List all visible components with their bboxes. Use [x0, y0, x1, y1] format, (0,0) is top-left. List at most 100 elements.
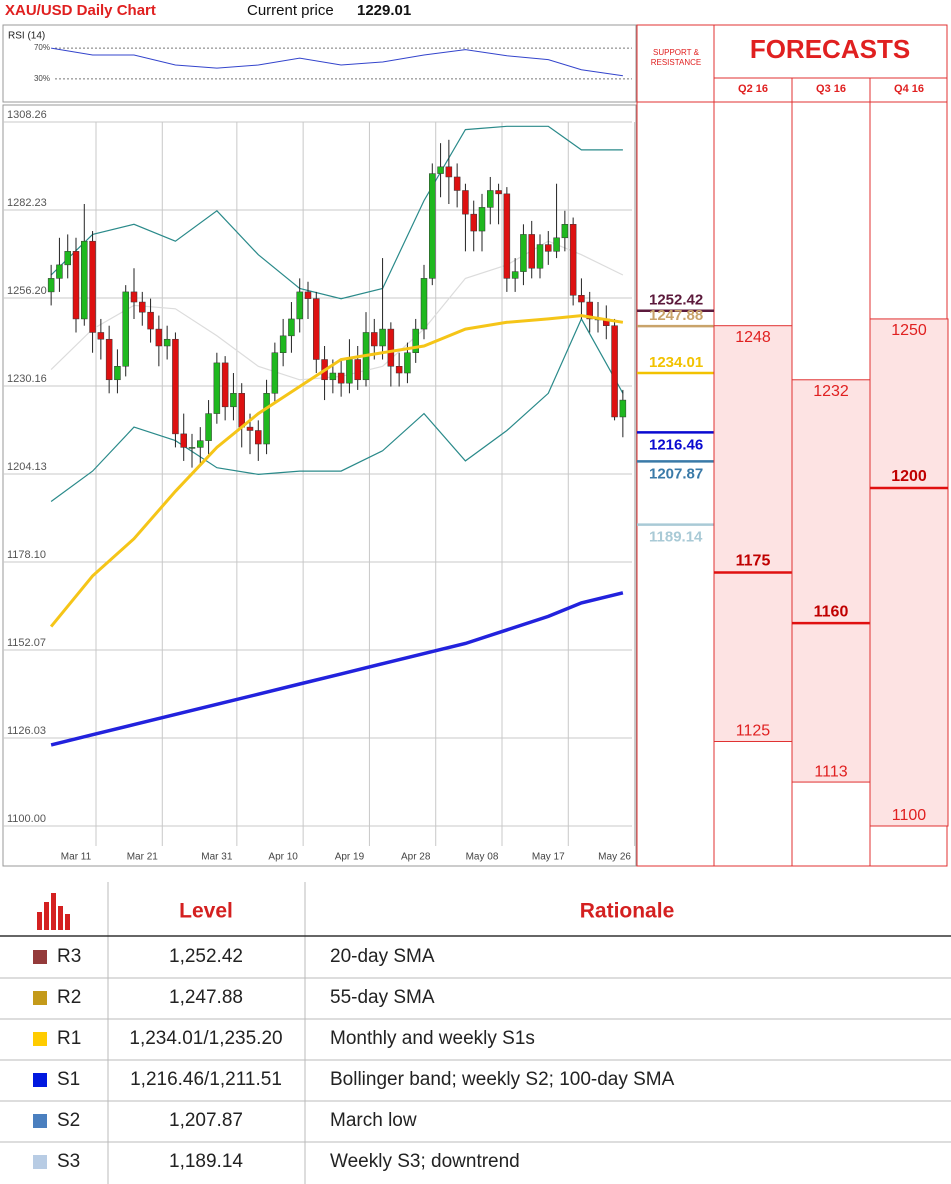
candle-body [296, 291, 303, 320]
candle-body [511, 271, 519, 279]
row-swatch [33, 950, 47, 964]
candle-body [238, 393, 245, 428]
candle-body [404, 352, 411, 374]
rsi-title: RSI (14) [8, 31, 45, 42]
sr-label: 1252.42 [649, 292, 703, 309]
y-tick-label: 1230.16 [7, 373, 47, 385]
row-swatch [33, 1032, 47, 1046]
current-price: 1229.01 [357, 2, 411, 19]
row-label: R3 [57, 946, 81, 967]
row-rationale: Bollinger band; weekly S2; 100-day SMA [330, 1069, 675, 1090]
candle-body [72, 251, 80, 320]
row-rationale: Weekly S3; downtrend [330, 1151, 520, 1172]
y-tick-label: 1282.23 [7, 197, 47, 209]
candle-body [155, 328, 163, 347]
row-level: 1,189.14 [169, 1151, 243, 1172]
candle-body [346, 359, 353, 384]
y-tick-label: 1100.00 [7, 813, 46, 825]
forecast-range [791, 379, 871, 783]
row-swatch [33, 1073, 47, 1087]
candle-body [255, 430, 262, 445]
row-swatch [33, 1155, 47, 1169]
candle-body [197, 440, 204, 448]
candle-body [528, 234, 535, 269]
candle-body [561, 224, 569, 239]
candle-body [47, 278, 55, 293]
candle-body [221, 362, 229, 408]
candle-body [271, 352, 279, 394]
quarter-label: Q4 16 [894, 83, 924, 95]
candle-body [89, 240, 96, 333]
row-swatch [33, 991, 47, 1005]
row-level: 1,207.87 [169, 1110, 243, 1131]
chart-title: XAU/USD Daily Chart [5, 2, 156, 19]
candle-body [288, 318, 295, 337]
x-tick-label: Apr 10 [268, 852, 298, 863]
candle-body [81, 240, 88, 320]
x-tick-label: Apr 19 [335, 852, 365, 863]
row-level: 1,234.01/1,235.20 [129, 1028, 282, 1049]
forecast-low: 1100 [892, 807, 927, 824]
row-level: 1,252.42 [169, 946, 243, 967]
candle-body [371, 332, 378, 347]
candle-body [619, 399, 627, 418]
candle-body [230, 393, 237, 408]
y-tick-label: 1152.07 [7, 637, 46, 649]
x-tick-label: May 26 [598, 852, 631, 863]
y-tick-label: 1178.10 [7, 549, 46, 561]
x-tick-label: Mar 31 [201, 852, 233, 863]
candle-body [213, 362, 221, 414]
forecast-title: FORECASTS [750, 34, 910, 64]
candle-body [536, 244, 544, 269]
forecast-range [869, 318, 949, 827]
candle-body [105, 338, 113, 381]
y-tick-label: 1308.26 [7, 109, 47, 121]
x-tick-label: Mar 11 [61, 852, 92, 863]
table-header: Rationale [580, 900, 675, 923]
row-rationale: 55-day SMA [330, 987, 435, 1008]
indicator-line [50, 591, 624, 747]
sr-label: 1234.01 [649, 354, 703, 371]
candle-body [453, 176, 461, 191]
candle-body [379, 328, 386, 347]
row-level: 1,247.88 [169, 987, 243, 1008]
row-rationale: Monthly and weekly S1s [330, 1028, 535, 1049]
candle-body [205, 413, 212, 441]
candle-body [279, 335, 287, 353]
sr-label: 1207.87 [649, 465, 703, 482]
sr-label: SUPPORT & RESISTANCE [650, 48, 702, 67]
candle-body [495, 190, 502, 195]
candle-body [354, 359, 361, 381]
x-tick-label: Mar 21 [127, 852, 159, 863]
row-label: S1 [57, 1069, 80, 1090]
candle-body [586, 301, 593, 320]
row-label: R2 [57, 987, 81, 1008]
candle-body [487, 190, 494, 208]
rsi-panel [2, 24, 637, 103]
quarter-label: Q2 16 [738, 83, 768, 95]
y-tick-label: 1256.20 [7, 285, 47, 297]
quarter-label: Q3 16 [816, 83, 846, 95]
forecast-high: 1232 [813, 383, 849, 400]
forecast-mid-label: 1160 [814, 603, 849, 620]
candle-body [188, 447, 196, 449]
candle-body [578, 295, 585, 303]
price-panel [2, 104, 637, 867]
sr-label: 1247.88 [649, 307, 703, 324]
candle-body [147, 311, 154, 330]
candle-body [122, 291, 129, 367]
candle-body [569, 224, 577, 296]
candle-body [387, 328, 395, 367]
forecast-high: 1248 [735, 329, 771, 346]
candle-body [429, 173, 436, 279]
candle-body [130, 291, 138, 303]
forecast-low: 1125 [736, 723, 771, 740]
forecast-low: 1113 [814, 763, 847, 780]
candle-body [263, 393, 270, 445]
rsi-tick-label: 30% [34, 74, 50, 83]
candle-body [611, 325, 618, 418]
candle-body [545, 244, 552, 252]
y-tick-label: 1126.03 [7, 725, 46, 737]
rsi-line [51, 47, 623, 77]
